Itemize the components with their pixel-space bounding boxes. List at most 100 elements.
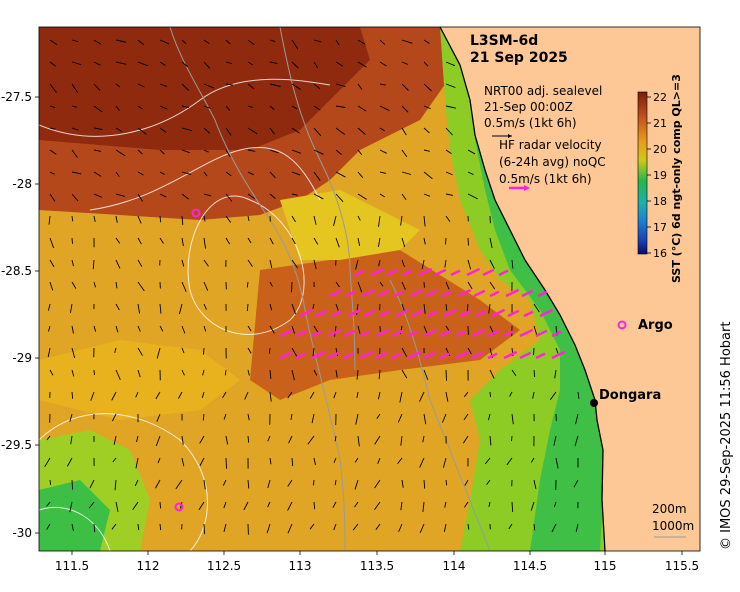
radar-velocity-arrow (391, 329, 404, 338)
sealevel-velocity-arrow (401, 61, 409, 65)
sealevel-velocity-arrow (247, 105, 253, 108)
sealevel-velocity-arrow (203, 193, 212, 197)
sealevel-velocity-arrow (46, 501, 51, 507)
sealevel-velocity-arrow (444, 259, 447, 268)
radar-velocity-arrow (402, 269, 413, 277)
sealevel-velocity-arrow (287, 479, 293, 487)
sealevel-velocity-arrow (401, 127, 407, 136)
sealevel-velocity-arrow (533, 325, 538, 335)
sealevel-velocity-arrow (421, 259, 425, 270)
sealevel-velocity-arrow (333, 215, 337, 227)
sealevel-velocity-arrow (313, 105, 321, 111)
sealevel-velocity-arrow (225, 127, 232, 136)
sealevel-velocity-arrow (112, 457, 117, 463)
sealevel-velocity-arrow (287, 501, 293, 511)
sealevel-velocity-arrow (313, 83, 321, 90)
sealevel-velocity-arrow (203, 479, 206, 490)
sealevel-velocity-arrow (313, 127, 322, 137)
radar-scale-arrowhead (524, 185, 530, 191)
sealevel-velocity-arrow (93, 215, 96, 222)
sealevel-velocity-arrow (269, 259, 273, 269)
sealevel-velocity-arrow (423, 83, 432, 92)
sealevel-velocity-arrow (378, 369, 381, 380)
sealevel-velocity-arrow (400, 501, 403, 511)
colorbar-tick-label: 20 (653, 143, 667, 156)
sealevel-velocity-arrow (137, 259, 143, 267)
sealevel-velocity-arrow (115, 61, 127, 65)
sealevel-velocity-arrow (137, 325, 141, 332)
sealevel-velocity-arrow (445, 325, 450, 332)
sealevel-velocity-arrow (401, 259, 405, 268)
sealevel-velocity-arrow (291, 347, 298, 357)
sealevel-velocity-arrow (49, 237, 55, 249)
sealevel-velocity-arrow (93, 105, 103, 113)
radar-velocity-arrow (427, 310, 438, 318)
radar-velocity-arrow (482, 268, 495, 277)
sealevel-velocity-arrow (533, 479, 537, 489)
radar-velocity-arrow (519, 328, 534, 338)
radar-velocity-arrow (327, 351, 340, 360)
sealevel-velocity-arrow (357, 127, 366, 135)
coastline (439, 27, 606, 551)
colorbar-ticks: 22 21 20 19 18 17 16 (647, 91, 667, 260)
sealevel-velocity-arrow (423, 369, 429, 381)
sealevel-velocity-arrow (357, 61, 367, 68)
sealevel-velocity-arrow (203, 83, 215, 89)
sealevel-velocity-arrow (247, 149, 256, 152)
sealevel-velocity-arrow (88, 501, 95, 509)
sealevel-velocity-arrow (511, 369, 517, 377)
sealevel-velocity-arrow (203, 105, 211, 109)
sealevel-velocity-arrow (287, 391, 293, 399)
sealevel-velocity-arrow (181, 105, 190, 108)
sealevel-velocity-arrow (291, 149, 301, 154)
sealevel-velocity-arrow (111, 413, 117, 422)
sealevel-velocity-arrow (115, 105, 120, 111)
sealevel-velocity-arrow (357, 281, 363, 293)
radar-velocity-arrow (407, 350, 422, 360)
sealevel-velocity-arrow (247, 215, 250, 222)
sealevel-velocity-arrow (511, 501, 514, 512)
sealevel-velocity-arrow (401, 479, 404, 488)
sealevel-velocity-arrow (422, 501, 425, 512)
sealevel-velocity-arrow (115, 303, 120, 311)
sealevel-velocity-arrow (357, 435, 360, 447)
sealevel-velocity-arrow (155, 435, 161, 447)
sealevel-velocity-arrow (93, 325, 97, 332)
sealevel-velocity-arrow (247, 171, 254, 176)
sealevel-velocity-arrow (445, 237, 447, 245)
sealevel-velocity-arrow (115, 369, 121, 380)
y-tick-label: -28.5 (1, 264, 32, 278)
sealevel-velocity-arrow (93, 39, 102, 45)
radar-velocity-arrow (439, 329, 452, 338)
sealevel-velocity-arrow (464, 479, 469, 486)
sealevel-velocity-arrow (269, 325, 275, 334)
argo-legend-marker (617, 320, 627, 330)
sealevel-velocity-arrow (115, 501, 119, 513)
sealevel-velocity-arrow (181, 259, 185, 267)
colorbar-tick-label: 19 (653, 169, 667, 182)
sealevel-velocity-arrow (203, 303, 207, 310)
sealevel-velocity-arrow (508, 523, 513, 530)
sealevel-velocity-arrow (375, 523, 381, 530)
sealevel-velocity-arrow (137, 61, 148, 67)
sealevel-velocity-arrow (290, 413, 293, 421)
x-tick-label: 112 (137, 559, 160, 573)
sealevel-velocity-arrow (463, 413, 469, 421)
radar-velocity-arrow (331, 310, 342, 318)
sealevel-velocity-arrow (333, 457, 337, 463)
sealevel-velocity-arrow (530, 457, 535, 463)
sealevel-velocity-arrow (354, 479, 359, 490)
sealevel-velocity-arrow (269, 281, 273, 287)
sealevel-velocity-arrow (47, 303, 51, 311)
sealevel-velocity-arrow (137, 237, 142, 245)
sealevel-velocity-arrow (66, 457, 73, 467)
sealevel-velocity-arrow (225, 83, 234, 86)
sealevel-velocity-arrow (49, 61, 56, 67)
sealevel-velocity-arrow (159, 303, 162, 314)
sealevel-velocity-arrow (291, 281, 293, 293)
sealevel-velocity-arrow (71, 479, 74, 490)
radar-velocity-arrow (377, 289, 390, 298)
sealevel-velocity-arrow (334, 479, 337, 486)
sealevel-velocity-arrow (93, 523, 96, 533)
radar-velocity-arrow (455, 330, 466, 338)
